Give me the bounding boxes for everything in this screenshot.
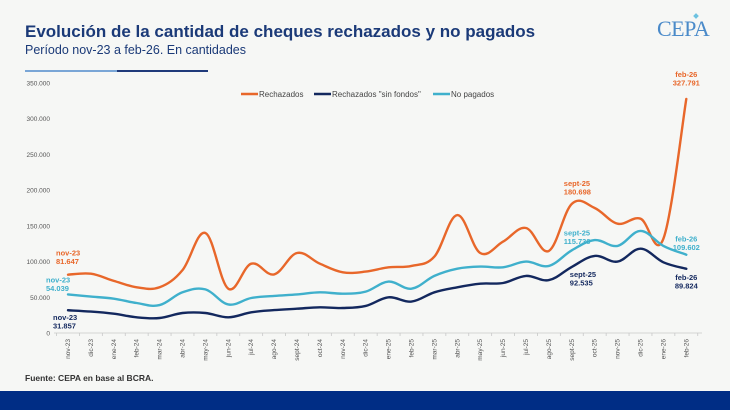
page-subtitle: Período nov-23 a feb-26. En cantidades [25, 43, 246, 57]
x-tick-label: oct-24 [317, 339, 324, 357]
annotation-month: feb-26 [675, 273, 697, 282]
annotation-value: 180.698 [564, 187, 591, 196]
annotation-value: 31.857 [53, 322, 76, 331]
series-line-no-pagados [66, 229, 688, 307]
x-tick-label: ago-25 [546, 339, 553, 360]
x-tick-label: oct-25 [592, 339, 599, 357]
x-tick-label: feb-26 [683, 339, 690, 358]
x-tick-label: ago-24 [271, 339, 278, 360]
y-tick-label: 350.000 [27, 81, 51, 88]
annotation-value: 81.647 [56, 257, 79, 266]
y-axis: 0 50.000 100.000 150.000 200.000 250.000 300.0… [27, 81, 51, 338]
annotation-value: 115.739 [564, 237, 591, 246]
x-tick-label: mar-25 [431, 339, 438, 360]
annotation-value: 54.039 [46, 284, 69, 293]
source-note: Fuente: CEPA en base al BCRA. [25, 373, 154, 383]
x-tick-label: may-25 [477, 339, 484, 361]
annotation-month: nov-23 [46, 275, 70, 284]
x-tick-label: nov-25 [615, 339, 622, 359]
x-tick-label: sept-24 [294, 339, 301, 361]
y-tick-label: 300.000 [27, 116, 51, 123]
legend-label: Rechazados "sin fondos" [332, 90, 421, 99]
y-tick-label: 150.000 [27, 223, 51, 230]
annotation-month: sept-25 [564, 179, 590, 188]
annotations: nov-2381.647nov-2354.039nov-2331.857sept… [46, 70, 700, 331]
series-line-rechazados [66, 97, 688, 291]
x-tick-label: mar-24 [157, 339, 164, 360]
x-tick-label: abr-25 [454, 339, 461, 358]
x-tick-label: ene-25 [386, 339, 393, 360]
x-axis: nov-23 dic-23 ene-24 feb-24 mar-24 abr-24 may-… [54, 332, 702, 361]
x-tick-label: may-24 [202, 339, 209, 361]
underline-dark-segment [117, 70, 208, 72]
x-tick-label: ene-26 [660, 339, 667, 360]
annotation-month: nov-23 [56, 249, 80, 258]
annotation-month: nov-23 [53, 313, 77, 322]
annotation-value: 327.791 [673, 78, 700, 87]
x-tick-label: sept-25 [569, 339, 576, 361]
x-tick-label: dic-24 [363, 339, 370, 357]
annotation-value: 92.535 [570, 278, 593, 287]
x-tick-label: ene-24 [111, 339, 118, 360]
legend-label: No pagados [451, 90, 494, 99]
underline-light-segment [25, 70, 117, 72]
annotation-month: sept-25 [570, 270, 596, 279]
footer-bar [0, 391, 730, 410]
x-tick-label: nov-23 [65, 339, 72, 359]
page-title: Evolución de la cantidad de cheques rech… [25, 22, 536, 41]
x-tick-label: jun-24 [225, 339, 232, 358]
annotation-value: 109.602 [673, 243, 700, 252]
legend: Rechazados Rechazados "sin fondos" No paga… [241, 90, 494, 99]
y-tick-label: 250.000 [27, 152, 51, 159]
series-lines [66, 97, 688, 320]
x-tick-label: dic-25 [638, 339, 645, 357]
x-tick-label: feb-25 [409, 339, 416, 358]
x-tick-label: feb-24 [134, 339, 141, 358]
y-tick-label: 100.000 [27, 259, 51, 266]
x-tick-label: abr-24 [180, 339, 187, 358]
annotation-value: 89.824 [675, 281, 699, 290]
annotation-month: sept-25 [564, 228, 590, 237]
x-tick-label: jul-24 [248, 339, 255, 356]
y-tick-label: 50.000 [30, 295, 50, 302]
y-tick-label: 0 [46, 331, 50, 338]
title-underline [25, 70, 208, 72]
x-tick-label: jun-25 [500, 339, 507, 358]
x-tick-label: jul-25 [523, 339, 530, 356]
annotation-month: feb-26 [675, 235, 697, 244]
series-line-sin-fondos [66, 247, 688, 320]
legend-label: Rechazados [259, 90, 303, 99]
annotation-month: feb-26 [675, 70, 697, 79]
line-chart: 0 50.000 100.000 150.000 200.000 250.000 300.0… [27, 70, 702, 361]
x-tick-label: nov-24 [340, 339, 347, 359]
cepa-logo: CEPA [657, 16, 710, 41]
y-tick-label: 200.000 [27, 188, 51, 195]
x-tick-label: dic-23 [88, 339, 95, 357]
